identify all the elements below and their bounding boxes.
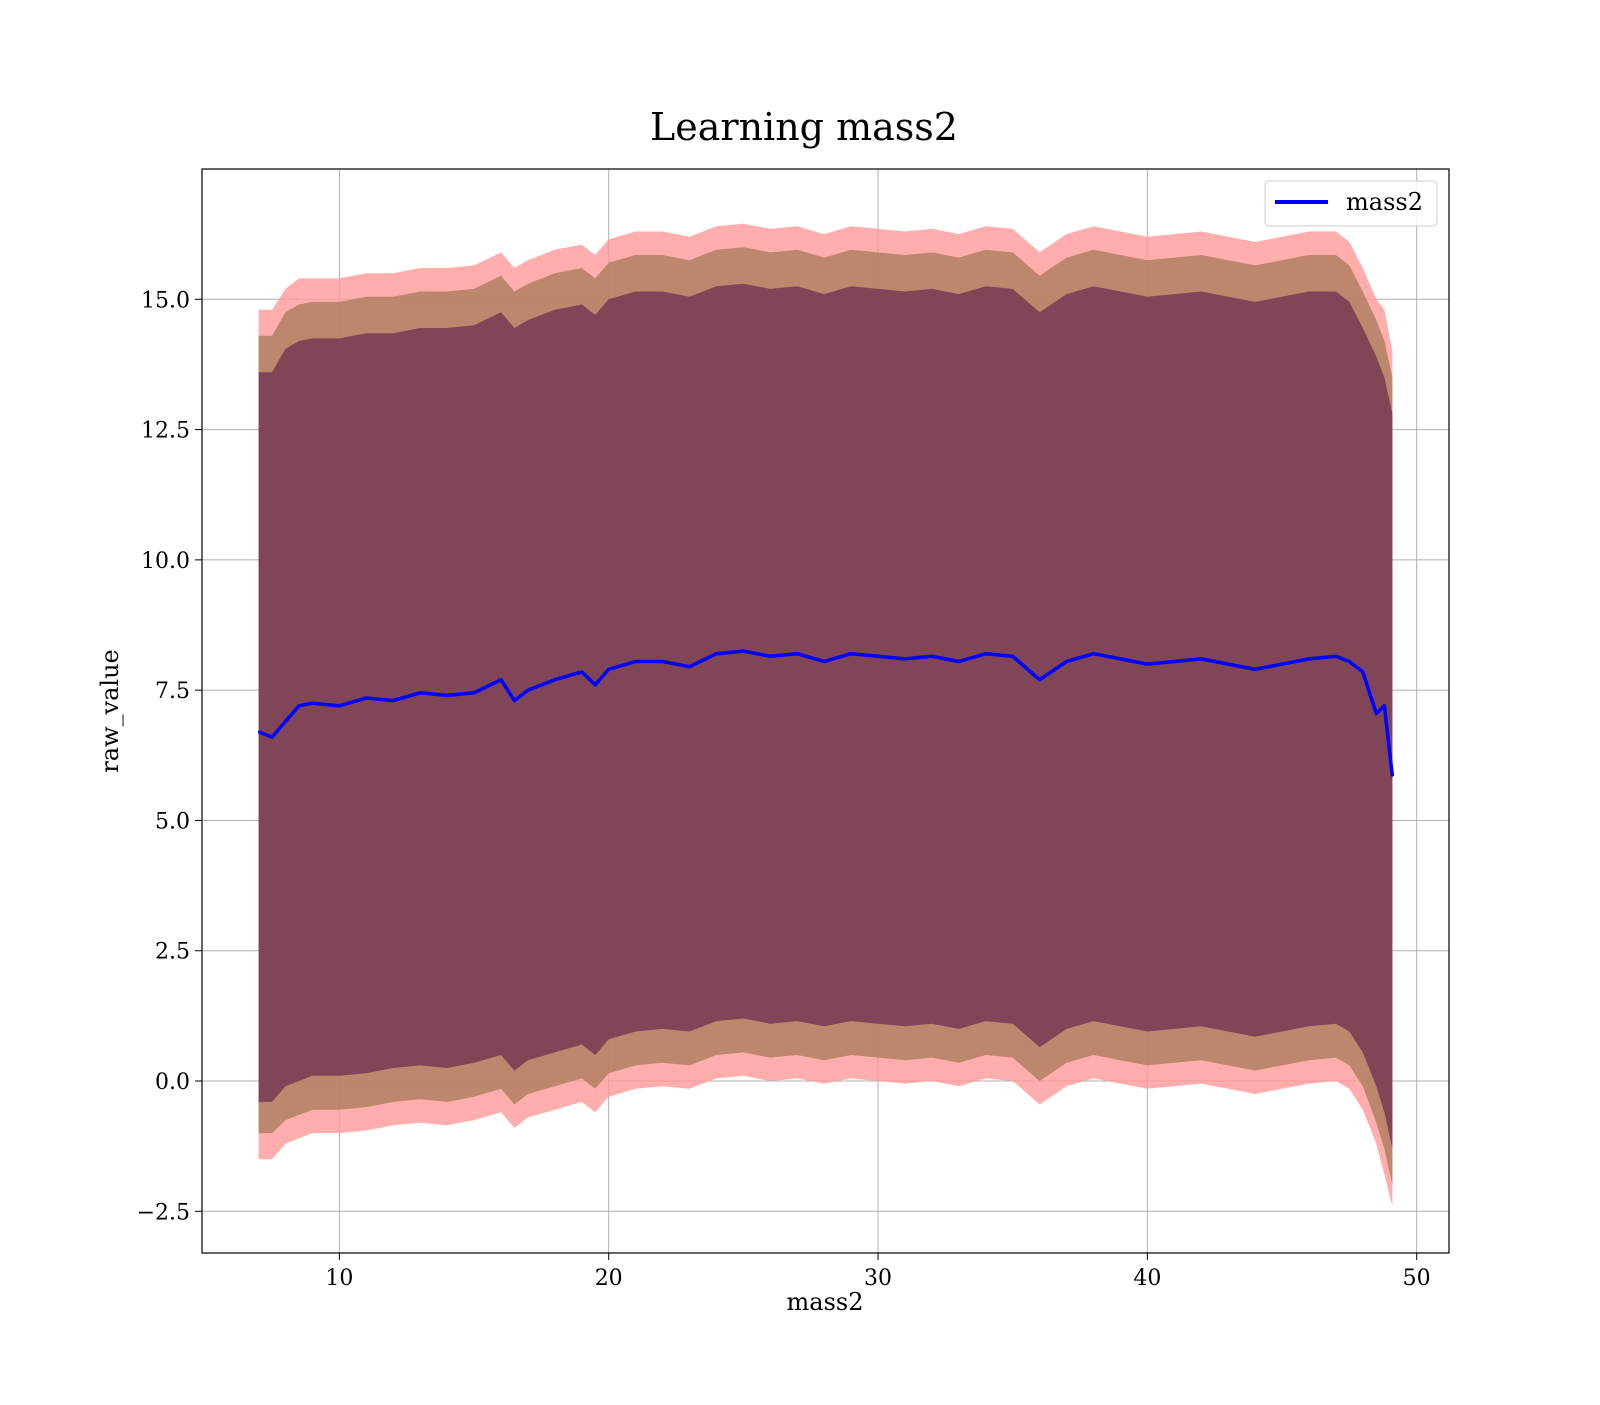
data-point — [1362, 671, 1364, 673]
data-point — [594, 684, 596, 686]
data-point — [904, 658, 906, 660]
series-lines — [257, 649, 1395, 777]
data-point — [271, 736, 273, 738]
data-point — [715, 652, 718, 655]
data-point — [958, 660, 960, 663]
x-tick-label: 50 — [1403, 1266, 1431, 1291]
data-point — [1200, 658, 1202, 660]
data-point — [1308, 658, 1310, 660]
axis-ticks: 10 20 30 40 50 −2.5 0.0 2.5 5.0 7.5 10.0 12.5 15.0 — [137, 288, 1431, 1291]
data-point — [311, 702, 314, 704]
plot-frame — [201, 168, 1450, 1254]
confidence-bands — [258, 223, 1393, 1207]
data-point — [1173, 660, 1176, 663]
y-tick-label: −2.5 — [137, 1200, 190, 1225]
data-point — [419, 692, 422, 694]
x-tick-label: 40 — [1133, 1266, 1161, 1291]
data-point — [1092, 652, 1095, 655]
data-point — [1065, 660, 1068, 663]
data-point — [769, 655, 772, 658]
data-point — [985, 652, 987, 655]
data-point — [742, 650, 745, 652]
data-point — [1038, 678, 1041, 681]
y-tick-label: 2.5 — [155, 940, 190, 965]
data-point — [1146, 663, 1149, 665]
data-point — [823, 660, 825, 663]
data-point — [365, 697, 368, 699]
x-tick-label: 10 — [325, 1266, 353, 1291]
y-tick-label: 7.5 — [155, 679, 190, 704]
data-point — [688, 665, 691, 668]
data-point — [1348, 660, 1351, 663]
data-point — [1375, 712, 1378, 715]
y-tick-label: 12.5 — [141, 419, 190, 444]
data-point — [1383, 705, 1386, 707]
band-inner — [258, 283, 1393, 1149]
data-point — [338, 705, 341, 707]
chart-title: Learning mass2 — [650, 105, 958, 149]
legend-label-mass2: mass2 — [1346, 188, 1423, 216]
data-point — [1391, 775, 1394, 777]
x-tick-label: 30 — [864, 1266, 892, 1291]
data-point — [1335, 655, 1337, 658]
data-point — [298, 705, 300, 707]
data-point — [554, 678, 556, 681]
data-point — [931, 655, 933, 658]
data-point — [877, 655, 879, 658]
data-point — [473, 692, 475, 694]
data-point — [581, 671, 583, 673]
data-point — [527, 689, 529, 691]
y-tick-label: 5.0 — [155, 809, 190, 834]
data-point — [607, 668, 610, 671]
x-axis-title: mass2 — [787, 1288, 864, 1316]
data-point — [1281, 663, 1283, 665]
data-point — [1011, 655, 1014, 658]
data-point — [1119, 658, 1122, 660]
data-point — [284, 720, 287, 723]
data-point — [1227, 663, 1229, 665]
legend-box — [1264, 180, 1438, 227]
data-point — [796, 652, 798, 655]
data-point — [1254, 668, 1256, 671]
series-line-mass2 — [257, 649, 1395, 777]
y-axis-title: raw_value — [96, 649, 124, 773]
data-point — [513, 699, 516, 702]
data-point — [392, 699, 395, 702]
y-tick-label: 0.0 — [155, 1070, 190, 1095]
legend: mass2 — [1264, 180, 1438, 227]
data-point — [634, 660, 637, 663]
data-point — [850, 652, 852, 655]
data-point — [446, 694, 448, 697]
y-tick-label: 10.0 — [141, 549, 190, 574]
data-point — [500, 678, 502, 681]
x-tick-label: 20 — [595, 1266, 623, 1291]
y-tick-label: 15.0 — [141, 288, 190, 313]
data-point — [661, 660, 664, 663]
data-point — [257, 731, 260, 733]
